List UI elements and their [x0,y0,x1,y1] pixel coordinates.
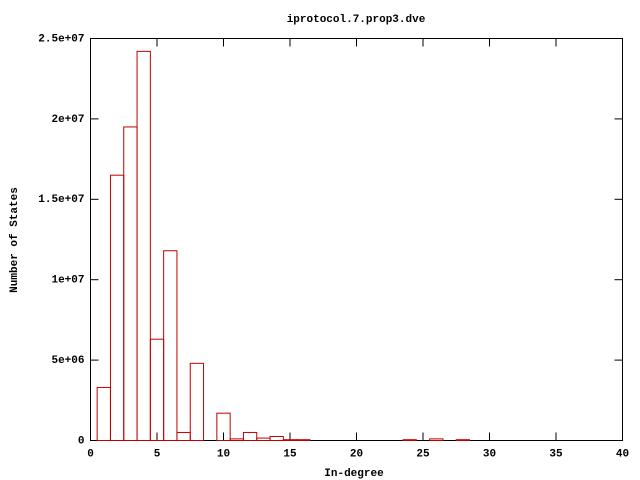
x-tick-label: 10 [217,448,230,460]
y-tick-label: 1.5e+07 [38,194,84,206]
bar [256,437,271,442]
bar [282,439,298,442]
y-tick-label: 0 [78,435,85,447]
bar [402,439,417,442]
bar [123,126,138,441]
chart-title: iprotocol.7.prop3.dve [287,14,426,26]
bar [455,439,471,442]
bar [189,362,205,442]
plot-frame [90,38,623,441]
y-tick-label: 1e+07 [51,275,84,287]
bar [163,250,178,441]
bar [109,174,125,441]
bar [216,412,231,442]
bar [429,438,444,441]
y-tick-label: 2.5e+07 [38,33,84,45]
x-tick-label: 25 [416,448,430,460]
y-tick-label: 2e+07 [51,114,84,126]
x-tick-label: 15 [283,448,297,460]
y-axis-label: Number of States [9,187,21,293]
x-axis-label: In-degree [324,468,384,480]
bar [269,435,284,442]
x-tick-label: 40 [616,448,629,460]
bar [296,439,311,442]
x-tick-label: 35 [549,448,563,460]
bar [229,438,244,441]
bar [176,431,191,441]
bar [242,431,258,441]
bar [96,386,111,442]
x-tick-label: 5 [154,448,161,460]
x-tick-label: 20 [350,448,363,460]
bar [149,338,165,442]
x-tick-label: 0 [87,448,94,460]
y-tick-label: 5e+06 [51,355,84,367]
bar [136,50,151,441]
x-tick-label: 30 [483,448,496,460]
